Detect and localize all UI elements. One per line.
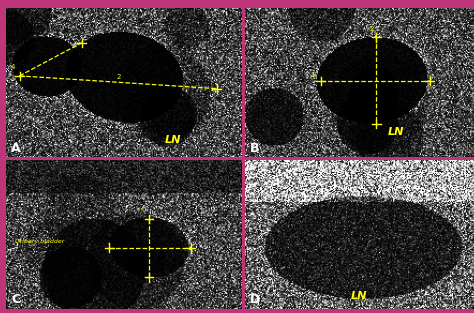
Text: 2: 2 (370, 26, 374, 32)
Text: B: B (250, 141, 259, 155)
Text: C: C (11, 293, 20, 306)
Text: Urinary bladder: Urinary bladder (15, 239, 64, 244)
Text: 0: 0 (142, 208, 146, 213)
Text: D: D (250, 293, 260, 306)
Text: A: A (11, 141, 20, 155)
Text: 1: 1 (310, 72, 314, 78)
Text: LN: LN (351, 291, 367, 301)
Text: 4: 4 (11, 64, 15, 70)
Text: 2: 2 (117, 74, 121, 80)
Text: LN: LN (388, 126, 404, 136)
Text: LN: LN (165, 135, 182, 145)
